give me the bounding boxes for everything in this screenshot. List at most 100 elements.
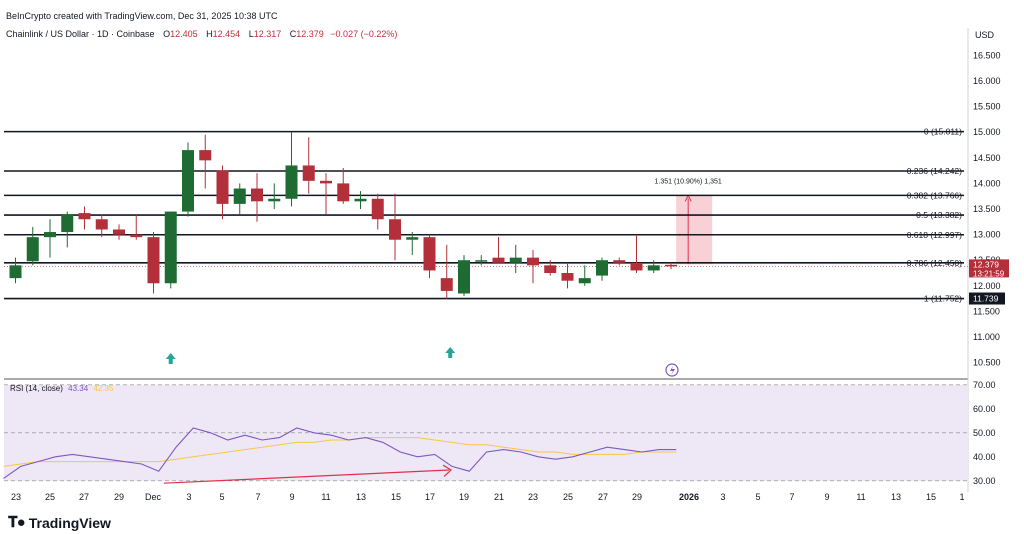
attribution: BeInCrypto created with TradingView.com,… bbox=[6, 11, 278, 21]
rsi-line bbox=[3, 427, 677, 479]
price-tick-label: 11.500 bbox=[973, 306, 1000, 316]
divergence-line bbox=[163, 469, 450, 484]
date-tick-label: 15 bbox=[926, 492, 936, 502]
candle-up bbox=[458, 260, 470, 294]
candle-up bbox=[26, 237, 39, 262]
candle-up bbox=[268, 198, 281, 202]
date-tick-label: 11 bbox=[856, 492, 865, 502]
date-tick-label: 15 bbox=[391, 492, 401, 502]
candle-up bbox=[285, 165, 298, 199]
candle-up bbox=[354, 198, 367, 202]
candle-down bbox=[216, 170, 229, 204]
price-tick-label: 15.000 bbox=[973, 127, 1001, 137]
rsi-ma-line bbox=[3, 437, 677, 467]
low-badge-bg bbox=[969, 292, 1005, 305]
date-tick-label: 17 bbox=[425, 492, 435, 502]
close-value: 12.379 bbox=[296, 29, 324, 39]
price-tick-label: 16.500 bbox=[973, 50, 1001, 60]
candle-down bbox=[302, 165, 315, 181]
candle-down bbox=[78, 213, 91, 220]
price-tick-label: 15.500 bbox=[973, 102, 1001, 112]
rsi-tick-label: 30.00 bbox=[973, 476, 996, 486]
rsi-legend-value: 43.34 bbox=[68, 384, 89, 393]
candle-up bbox=[61, 214, 74, 233]
candle-up bbox=[182, 150, 194, 212]
candle-down bbox=[320, 180, 332, 184]
candle-down bbox=[371, 198, 384, 220]
open-label: O bbox=[163, 29, 171, 39]
price-tick-label: 10.500 bbox=[973, 358, 1001, 368]
fib-level-label: 0.382 (13.766) bbox=[907, 190, 962, 200]
date-tick-label: 1 bbox=[959, 492, 964, 502]
candle-down bbox=[251, 188, 263, 202]
rsi-legend-ma: 42.35 bbox=[93, 384, 114, 393]
up-arrow-icon bbox=[445, 347, 456, 358]
fib-level-label: 0.236 (14.242) bbox=[907, 166, 962, 176]
date-tick-label: 7 bbox=[255, 492, 260, 502]
price-tick-label: 14.500 bbox=[973, 153, 1001, 163]
open-value: 12.405 bbox=[170, 29, 198, 39]
fib-level-label: 0 (15.011) bbox=[924, 127, 962, 137]
candle-down bbox=[95, 219, 108, 230]
candle-down bbox=[561, 273, 574, 281]
candle-down bbox=[147, 237, 160, 284]
symbol-legend: Chainlink / US Dollar · 1D · Coinbase O1… bbox=[6, 29, 397, 39]
fib-level-label: 0.786 (12.450) bbox=[907, 258, 962, 268]
rsi-tick-label: 40.00 bbox=[973, 452, 996, 462]
candle-up bbox=[9, 265, 22, 279]
low-badge-value: 11.739 bbox=[973, 294, 999, 304]
price-tick-label: 16.000 bbox=[973, 76, 1001, 86]
close-label: C bbox=[289, 29, 297, 39]
candle-up bbox=[509, 257, 522, 263]
measure-label: 1.351 (10.90%) 1,351 bbox=[655, 178, 722, 185]
divergence-arrow-head bbox=[442, 464, 453, 477]
price-tick-label: 13.500 bbox=[973, 204, 1001, 214]
date-tick-label: 13 bbox=[356, 492, 366, 502]
date-tick-label: 27 bbox=[598, 492, 608, 502]
date-tick-label: 23 bbox=[528, 492, 538, 502]
candle-down bbox=[544, 265, 557, 274]
fib-level-label: 0.5 (13.382) bbox=[916, 210, 962, 220]
rsi-tick-label: 50.00 bbox=[973, 428, 996, 438]
date-tick-label: 25 bbox=[45, 492, 55, 502]
candle-up bbox=[475, 260, 488, 262]
candle-down bbox=[527, 257, 539, 266]
date-tick-label: 21 bbox=[494, 492, 504, 502]
price-badge-value: 12.379 bbox=[973, 259, 999, 269]
date-tick-label: 5 bbox=[219, 492, 224, 502]
date-tick-label: 25 bbox=[563, 492, 573, 502]
date-tick-label: 5 bbox=[755, 492, 760, 502]
rsi-tick-label: 70.00 bbox=[973, 380, 996, 390]
candle-down bbox=[665, 264, 677, 267]
price-tick-label: 12.000 bbox=[973, 281, 1001, 291]
candle-down bbox=[199, 150, 212, 161]
candle-up bbox=[406, 237, 419, 240]
symbol-name[interactable]: Chainlink / US Dollar · 1D · Coinbase bbox=[6, 29, 155, 39]
candle-down bbox=[613, 260, 626, 263]
date-tick-label: 9 bbox=[289, 492, 294, 502]
candle-up bbox=[233, 188, 246, 204]
candle-down bbox=[113, 229, 125, 235]
candle-down bbox=[130, 234, 143, 238]
price-tick-label: 14.000 bbox=[973, 178, 1001, 188]
measure-box bbox=[676, 195, 713, 265]
brand-name: TradingView bbox=[28, 514, 111, 531]
lightning-icon bbox=[670, 366, 675, 375]
high-value: 12.454 bbox=[212, 29, 241, 39]
candle-up bbox=[578, 278, 591, 284]
date-tick-label: 3 bbox=[186, 492, 191, 502]
date-tick-label: 3 bbox=[720, 492, 725, 502]
candle-down bbox=[389, 219, 401, 240]
candle-up bbox=[647, 265, 660, 271]
high-label: H bbox=[206, 29, 213, 39]
date-tick-label: 23 bbox=[11, 492, 21, 502]
candle-down bbox=[630, 262, 643, 271]
tradingview-mark-icon: 𝐓● bbox=[8, 514, 26, 531]
date-tick-label: 29 bbox=[632, 492, 642, 502]
candle-up bbox=[596, 260, 608, 276]
date-tick-label: 19 bbox=[459, 492, 469, 502]
candle-up bbox=[44, 232, 56, 238]
low-label: L bbox=[248, 29, 254, 39]
rsi-band bbox=[4, 384, 968, 481]
